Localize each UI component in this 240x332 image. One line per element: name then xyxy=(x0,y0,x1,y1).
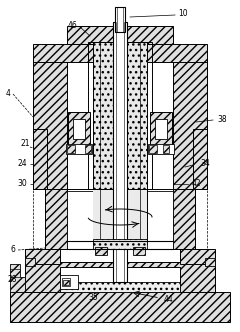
Bar xyxy=(93,42,147,244)
Text: 44: 44 xyxy=(163,295,173,304)
Bar xyxy=(93,239,147,249)
Bar xyxy=(25,249,60,264)
Text: 4: 4 xyxy=(6,90,10,99)
Text: 5: 5 xyxy=(153,220,157,229)
Bar xyxy=(68,112,90,147)
Bar xyxy=(10,269,20,277)
Bar xyxy=(149,145,157,153)
Bar xyxy=(173,59,207,189)
Text: 24: 24 xyxy=(17,159,27,169)
Bar xyxy=(163,145,169,153)
Text: 35: 35 xyxy=(88,293,98,302)
Polygon shape xyxy=(10,264,25,292)
Text: 42: 42 xyxy=(191,180,201,189)
Bar xyxy=(66,144,92,154)
Bar xyxy=(205,258,215,266)
Text: 30: 30 xyxy=(17,180,27,189)
Text: 6: 6 xyxy=(11,245,15,255)
Bar xyxy=(45,189,67,249)
Bar xyxy=(33,129,47,189)
Bar xyxy=(62,278,70,286)
Bar xyxy=(115,7,125,32)
Bar xyxy=(180,249,215,264)
Bar xyxy=(95,247,107,255)
Bar xyxy=(67,145,75,153)
Text: 10: 10 xyxy=(178,10,188,19)
Bar xyxy=(67,191,173,241)
Bar xyxy=(133,247,145,255)
Bar xyxy=(60,267,180,292)
Bar xyxy=(88,42,152,189)
Bar xyxy=(25,262,215,292)
Bar xyxy=(25,258,35,266)
Bar xyxy=(10,292,230,322)
Bar xyxy=(73,119,85,139)
Text: 21: 21 xyxy=(20,139,30,148)
Bar xyxy=(67,26,173,44)
Bar xyxy=(33,44,207,62)
Bar xyxy=(193,129,207,189)
Bar xyxy=(67,241,173,249)
Text: 32: 32 xyxy=(75,286,85,294)
Bar xyxy=(33,59,67,189)
Bar xyxy=(150,112,172,147)
Bar xyxy=(93,189,147,241)
Bar xyxy=(45,189,195,249)
Text: 46: 46 xyxy=(67,21,77,30)
Bar xyxy=(85,145,91,153)
Bar xyxy=(63,280,69,285)
Text: 38: 38 xyxy=(217,116,227,124)
Bar xyxy=(60,282,180,292)
Bar xyxy=(148,144,174,154)
Text: 34: 34 xyxy=(200,159,210,169)
Bar xyxy=(60,275,78,289)
Bar xyxy=(155,119,167,139)
Text: 28: 28 xyxy=(7,276,17,285)
Text: 47: 47 xyxy=(83,220,93,229)
Bar xyxy=(113,22,127,282)
Bar xyxy=(173,189,195,249)
